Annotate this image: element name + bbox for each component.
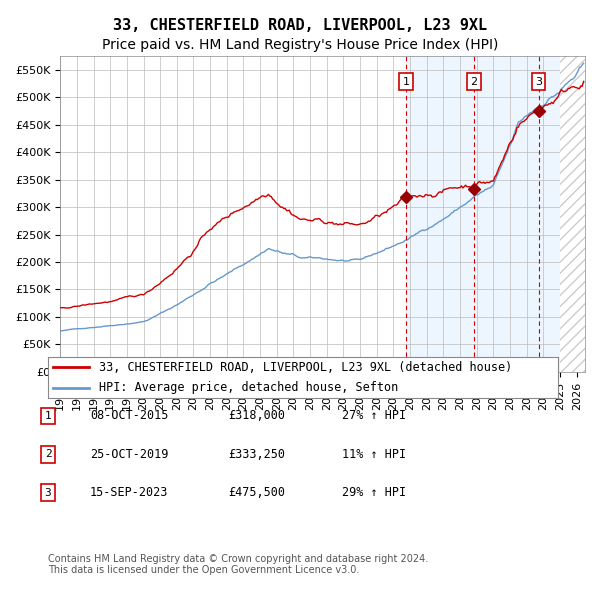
Text: £333,250: £333,250 (228, 448, 285, 461)
Text: 2: 2 (470, 77, 477, 87)
Text: 25-OCT-2019: 25-OCT-2019 (90, 448, 169, 461)
Text: £318,000: £318,000 (228, 409, 285, 422)
Text: HPI: Average price, detached house, Sefton: HPI: Average price, detached house, Seft… (99, 381, 398, 395)
Text: £475,500: £475,500 (228, 486, 285, 499)
Text: 33, CHESTERFIELD ROAD, LIVERPOOL, L23 9XL (detached house): 33, CHESTERFIELD ROAD, LIVERPOOL, L23 9X… (99, 360, 512, 374)
Bar (406, 56, 585, 372)
Text: Contains HM Land Registry data © Crown copyright and database right 2024.
This d: Contains HM Land Registry data © Crown c… (48, 553, 428, 575)
Text: 3: 3 (44, 488, 52, 497)
Text: 2: 2 (44, 450, 52, 459)
Text: 29% ↑ HPI: 29% ↑ HPI (342, 486, 406, 499)
Text: 27% ↑ HPI: 27% ↑ HPI (342, 409, 406, 422)
Text: 11% ↑ HPI: 11% ↑ HPI (342, 448, 406, 461)
Text: 33, CHESTERFIELD ROAD, LIVERPOOL, L23 9XL: 33, CHESTERFIELD ROAD, LIVERPOOL, L23 9X… (113, 18, 487, 32)
Text: 08-OCT-2015: 08-OCT-2015 (90, 409, 169, 422)
Text: 3: 3 (535, 77, 542, 87)
Text: 15-SEP-2023: 15-SEP-2023 (90, 486, 169, 499)
Text: 1: 1 (403, 77, 410, 87)
Bar (560, 56, 585, 372)
Bar (560, 56, 585, 372)
Text: Price paid vs. HM Land Registry's House Price Index (HPI): Price paid vs. HM Land Registry's House … (102, 38, 498, 53)
Text: 1: 1 (44, 411, 52, 421)
